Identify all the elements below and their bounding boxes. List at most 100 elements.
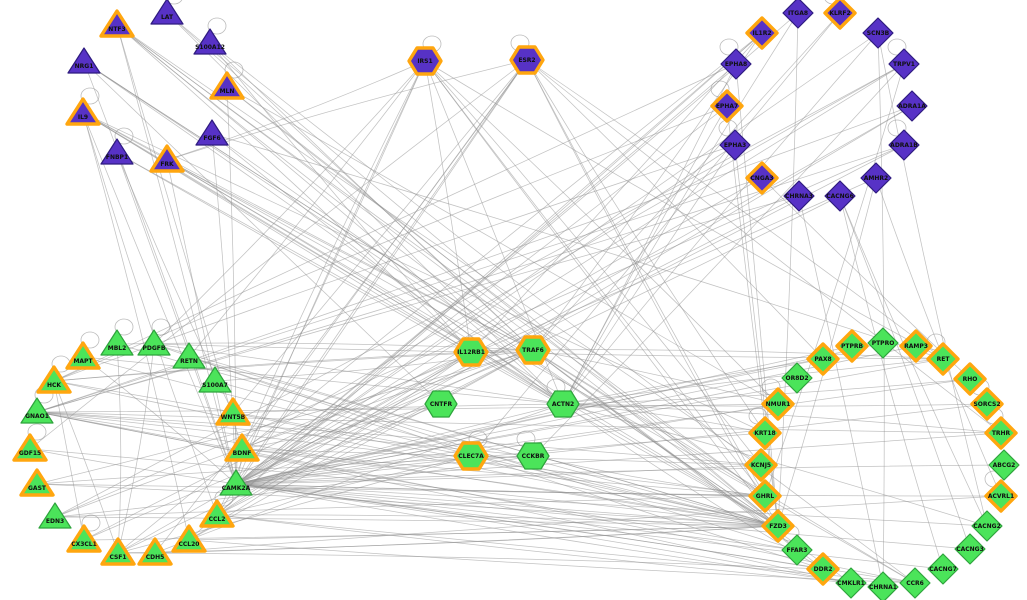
node-shape-KRT18 bbox=[748, 416, 782, 450]
edge-IL9-CCL20 bbox=[82, 112, 190, 541]
node-CACNG3[interactable]: CACNG3 bbox=[954, 533, 986, 565]
edge-FRK-CAMK2A bbox=[166, 159, 237, 485]
node-shape-CAMK2A bbox=[219, 469, 253, 496]
edge-GNAO1-TRHR bbox=[36, 411, 1002, 434]
node-shape-ADRA1B bbox=[888, 129, 920, 161]
node-LAT[interactable]: LAT bbox=[150, 0, 184, 25]
node-CLEC7A[interactable]: CLEC7A bbox=[453, 441, 489, 471]
edge-SCN3B-CAMK2A bbox=[235, 32, 879, 485]
edge-CSF1-DDR2 bbox=[117, 552, 824, 570]
node-shape-NRG1 bbox=[67, 47, 101, 74]
node-SORCS2[interactable]: SORCS2 bbox=[970, 387, 1004, 421]
node-shape-GAST bbox=[19, 468, 55, 497]
node-shape-ADRA1A bbox=[896, 90, 928, 122]
node-PTPRB[interactable]: PTPRB bbox=[835, 329, 869, 363]
node-ITGA8[interactable]: ITGA8 bbox=[782, 0, 814, 29]
edge-CCL20-CCR6 bbox=[188, 539, 916, 584]
node-RETN[interactable]: RETN bbox=[172, 342, 206, 369]
node-shape-LAT bbox=[150, 0, 184, 25]
node-CHRNA3[interactable]: CHRNA3 bbox=[783, 180, 815, 212]
node-CSF1[interactable]: CSF1 bbox=[100, 537, 136, 566]
node-TRHR[interactable]: TRHR bbox=[984, 416, 1018, 450]
node-GAST[interactable]: GAST bbox=[19, 468, 55, 497]
edge-TRAF6-CSF1 bbox=[117, 349, 534, 554]
edge-BDNF-GHRL bbox=[241, 448, 766, 497]
self-loop-MLN bbox=[224, 61, 244, 79]
edge-GNAO1-NMUR1 bbox=[36, 403, 779, 413]
edge-NTF3-IL12RB1 bbox=[116, 24, 472, 353]
node-NTF3[interactable]: NTF3 bbox=[99, 9, 135, 38]
node-FFAR3[interactable]: FFAR3 bbox=[781, 534, 813, 566]
node-shape-RAMP3 bbox=[899, 329, 933, 363]
node-shape-CDH5 bbox=[137, 537, 173, 566]
node-shape-CACNG6 bbox=[824, 180, 856, 212]
node-CMKLR1[interactable]: CMKLR1 bbox=[835, 567, 867, 599]
edge-LAT-TRAF6 bbox=[166, 12, 534, 351]
node-ABCG2[interactable]: ABCG2 bbox=[988, 449, 1020, 481]
edge-EPHA3-CAMK2A bbox=[235, 144, 736, 485]
node-CACNG7[interactable]: CACNG7 bbox=[927, 553, 959, 585]
self-loop-LAT bbox=[165, 0, 183, 5]
node-CCR6[interactable]: CCR6 bbox=[899, 567, 931, 599]
node-KRT18[interactable]: KRT18 bbox=[748, 416, 782, 450]
edge-ACTN2-CAMK2A bbox=[235, 403, 564, 485]
node-IL12RB1[interactable]: IL12RB1 bbox=[453, 337, 489, 367]
edge-NTF3-TRAF6 bbox=[116, 24, 534, 351]
node-AMHR2[interactable]: AMHR2 bbox=[860, 162, 892, 194]
node-TRAF6[interactable]: TRAF6 bbox=[515, 335, 551, 365]
edge-FZD3-CCL2 bbox=[216, 514, 779, 527]
node-WNT5B[interactable]: WNT5B bbox=[215, 397, 251, 426]
node-ESR2[interactable]: ESR2 bbox=[509, 45, 545, 75]
node-FRK[interactable]: FRK bbox=[149, 144, 185, 173]
node-RHO[interactable]: RHO bbox=[953, 362, 987, 396]
node-shape-MBL2 bbox=[100, 329, 134, 356]
edge-ACTN2-RET bbox=[562, 358, 944, 405]
edge-ESR2-FZD3 bbox=[526, 59, 779, 527]
node-EPHA7[interactable]: EPHA7 bbox=[710, 89, 744, 123]
node-PTPRO[interactable]: PTPRO bbox=[867, 327, 899, 359]
node-shape-CACNG7 bbox=[927, 553, 959, 585]
node-shape-FRK bbox=[149, 144, 185, 173]
edge-AMHR2-ACVRL1 bbox=[875, 177, 1002, 497]
node-TRPV1[interactable]: TRPV1 bbox=[888, 48, 920, 80]
self-loop-FNBP1 bbox=[114, 127, 134, 145]
node-CACNG6[interactable]: CACNG6 bbox=[824, 180, 856, 212]
edge-TRPV1-EDN3 bbox=[54, 63, 905, 518]
edge-FNBP1-ACTN2 bbox=[116, 152, 564, 405]
node-shape-S100A7 bbox=[198, 366, 232, 393]
edge-ADRA1B-GNAO1 bbox=[36, 144, 905, 413]
edge-EPHA7-CAMK2A bbox=[235, 105, 728, 485]
node-shape-SORCS2 bbox=[970, 387, 1004, 421]
node-RAMP3[interactable]: RAMP3 bbox=[899, 329, 933, 363]
node-shape-CCKBR bbox=[516, 442, 550, 470]
node-EPHA8[interactable]: EPHA8 bbox=[720, 48, 752, 80]
node-NRG1[interactable]: NRG1 bbox=[67, 47, 101, 74]
node-shape-FGF6 bbox=[195, 119, 229, 146]
node-ADRA1A[interactable]: ADRA1A bbox=[896, 90, 928, 122]
node-FGF6[interactable]: FGF6 bbox=[195, 119, 229, 146]
edge-MAPT-CAMK2A bbox=[82, 356, 237, 485]
node-ADRA1B[interactable]: ADRA1B bbox=[888, 129, 920, 161]
node-EPHA3[interactable]: EPHA3 bbox=[719, 129, 751, 161]
edge-ACTN2-RHO bbox=[562, 378, 971, 405]
node-ACTN2[interactable]: ACTN2 bbox=[546, 390, 580, 418]
edge-EPHA3-FZD3 bbox=[734, 144, 779, 527]
edge-GDF15-CAMK2A bbox=[29, 448, 237, 485]
node-RET[interactable]: RET bbox=[926, 342, 960, 376]
node-IL1R2[interactable]: IL1R2 bbox=[745, 16, 779, 50]
node-CDH5[interactable]: CDH5 bbox=[137, 537, 173, 566]
node-OR8D2[interactable]: OR8D2 bbox=[781, 362, 813, 394]
node-shape-AMHR2 bbox=[860, 162, 892, 194]
self-loop-GDF15 bbox=[27, 423, 47, 441]
node-IRS1[interactable]: IRS1 bbox=[407, 46, 443, 76]
node-KLRF2[interactable]: KLRF2 bbox=[823, 0, 857, 30]
node-ACVRL1[interactable]: ACVRL1 bbox=[984, 479, 1018, 513]
node-CACNG2[interactable]: CACNG2 bbox=[971, 510, 1003, 542]
node-BDNF[interactable]: BDNF bbox=[224, 433, 260, 462]
edge-FRK-IRS1 bbox=[166, 60, 426, 161]
node-shape-CACNG3 bbox=[954, 533, 986, 565]
node-shape-ACTN2 bbox=[546, 390, 580, 418]
edge-EDN3-GHRL bbox=[54, 495, 766, 518]
edge-SCN3B-CACNG2 bbox=[877, 32, 988, 527]
